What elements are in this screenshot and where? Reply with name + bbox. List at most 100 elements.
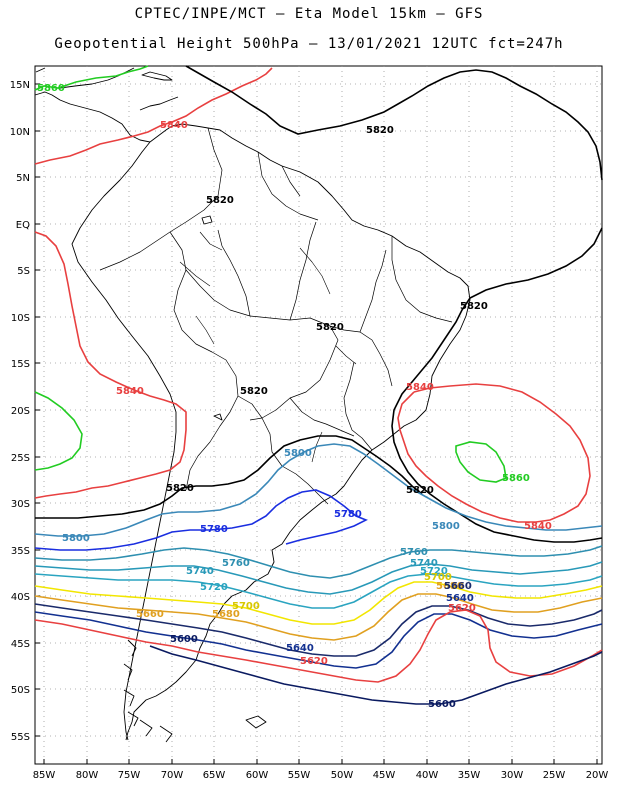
lat-label: 55S: [11, 732, 30, 743]
contour-label: 5800: [62, 533, 90, 544]
coastlines: [34, 67, 471, 743]
contour-label: 5820: [366, 125, 394, 136]
lon-label: 70W: [161, 770, 184, 781]
contour-label: 5720: [200, 582, 228, 593]
lat-label: 45S: [11, 639, 30, 650]
contour-label: 5600: [428, 699, 456, 710]
contour-5840: [397, 383, 591, 523]
lat-label: 20S: [11, 406, 30, 417]
lon-label: 55W: [288, 770, 311, 781]
lon-label: 35W: [458, 770, 481, 781]
contour-label: 5660: [444, 581, 472, 592]
contour-5860: [34, 391, 83, 471]
contour-label: 5740: [186, 566, 214, 577]
central-america-coast: [34, 91, 151, 143]
contour-label: 5780: [200, 524, 228, 535]
contour-5640: [34, 611, 603, 669]
contour-label: 5820: [206, 195, 234, 206]
contour-5840: [34, 231, 187, 499]
lat-label: 30S: [11, 499, 30, 510]
contour-5600: [149, 645, 603, 705]
falklands: [245, 715, 267, 729]
contour-label: 5700: [424, 572, 452, 583]
contour-5660: [34, 603, 603, 657]
contour-labels: 5860 5840 5820 5820 5820 5820 5840 5820 …: [37, 83, 552, 710]
lon-label: 75W: [118, 770, 141, 781]
lat-label: 40S: [11, 592, 30, 603]
map-title-line1: CPTEC/INPE/MCT – Eta Model 15km – GFS: [134, 6, 484, 22]
contour-label: 5820: [460, 301, 488, 312]
contour-label: 5840: [160, 120, 188, 131]
contour-5760: [34, 545, 603, 579]
contour-label: 5820: [240, 386, 268, 397]
contour-5740: [34, 561, 603, 595]
lat-label: 15S: [11, 359, 30, 370]
contour-label: 5700: [232, 601, 260, 612]
contour-5780: [34, 489, 368, 551]
borders: [99, 127, 453, 505]
lat-label: 35S: [11, 546, 30, 557]
contour-label: 5860: [37, 83, 65, 94]
contour-label: 5780: [334, 509, 362, 520]
lat-label: 5S: [17, 266, 30, 277]
chile-islands: [123, 639, 173, 743]
lon-label: 80W: [76, 770, 99, 781]
contour-label: 5640: [286, 643, 314, 654]
contour-label: 5840: [116, 386, 144, 397]
contour-label: 5640: [446, 593, 474, 604]
lon-label: 45W: [373, 770, 396, 781]
contour-5860: [34, 65, 149, 91]
contour-label: 5620: [300, 656, 328, 667]
rivers: [179, 231, 357, 463]
longitude-labels: 85W 80W 75W 70W 65W 60W 55W 50W 45W 40W …: [33, 770, 609, 781]
lon-label: 20W: [586, 770, 609, 781]
contour-label: 5800: [284, 448, 312, 459]
map-title-line2: Geopotential Height 500hPa – 13/01/2021 …: [54, 36, 564, 52]
contour-label: 5720: [420, 566, 448, 577]
contours: [34, 65, 603, 705]
cuba: [141, 71, 173, 81]
contour-label: 5760: [400, 547, 428, 558]
lon-label: 85W: [33, 770, 56, 781]
contour-label: 5600: [170, 634, 198, 645]
contour-5860: [455, 441, 507, 483]
contour-label: 5740: [410, 558, 438, 569]
lon-label: 30W: [501, 770, 524, 781]
lat-label: 10N: [10, 127, 30, 138]
contour-label: 5820: [166, 483, 194, 494]
contour-5820: [185, 65, 603, 181]
lat-label: 15N: [10, 80, 30, 91]
lat-label: EQ: [16, 220, 30, 231]
lat-label: 50S: [11, 685, 30, 696]
contour-label: 5820: [316, 322, 344, 333]
lon-label: 40W: [416, 770, 439, 781]
lat-label: 10S: [11, 313, 30, 324]
lon-label: 50W: [331, 770, 354, 781]
contour-5620: [34, 609, 603, 683]
contour-5840: [34, 67, 273, 165]
contour-5720: [34, 573, 603, 609]
contour-label: 5800: [432, 521, 460, 532]
contour-label: 5620: [448, 603, 476, 614]
contour-label: 5840: [406, 382, 434, 393]
contour-5700: [34, 581, 603, 625]
contour-label: 5680: [436, 581, 464, 592]
contour-label: 5840: [524, 521, 552, 532]
contour-label: 5660: [136, 609, 164, 620]
map-frame: [34, 65, 603, 765]
south-america-west-coast: [71, 141, 177, 741]
south-america-coast: [125, 123, 471, 741]
lake: [201, 215, 223, 421]
lon-label: 25W: [543, 770, 566, 781]
latitude-labels: 15N 10N 5N EQ 5S 10S 15S 20S 25S 30S 35S…: [10, 80, 30, 743]
contour-5680: [34, 593, 603, 641]
contour-label: 5680: [212, 609, 240, 620]
lat-label: 25S: [11, 453, 30, 464]
axis-ticks: [35, 83, 598, 764]
lat-label: 5N: [16, 173, 30, 184]
lon-label: 60W: [246, 770, 269, 781]
lon-label: 65W: [203, 770, 226, 781]
contour-5820: [35, 435, 423, 519]
contour-5800: [34, 443, 603, 537]
